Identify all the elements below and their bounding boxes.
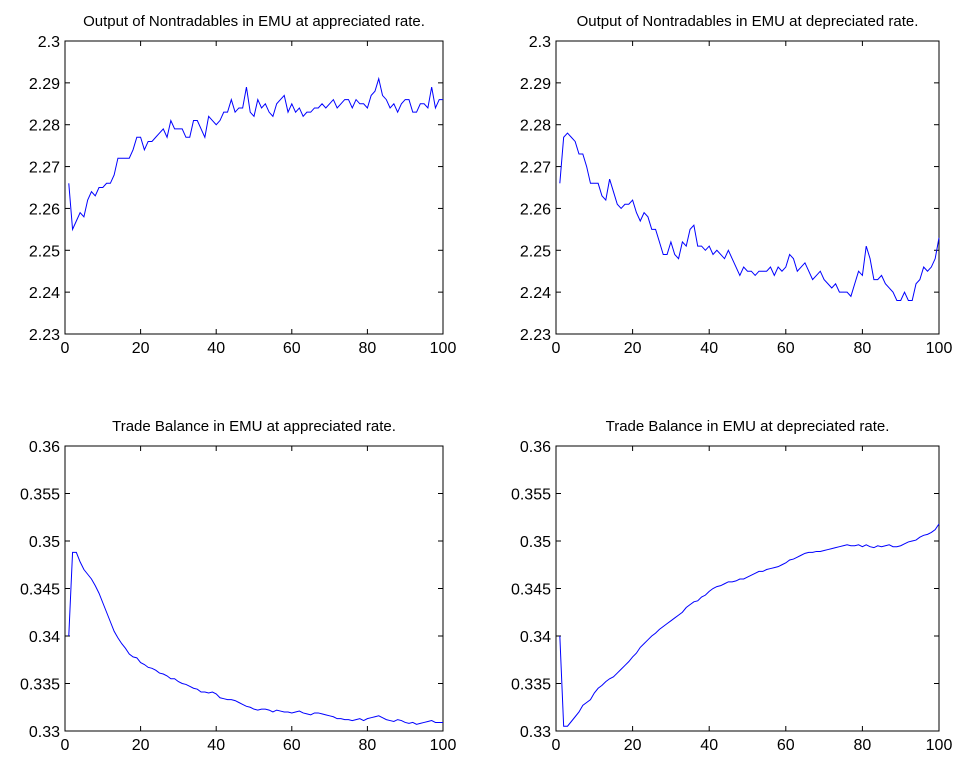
chart-title: Output of Nontradables in EMU at depreci… <box>577 13 919 30</box>
x-tick-label: 20 <box>624 340 642 357</box>
y-tick-label: 0.355 <box>20 487 60 504</box>
y-tick-label: 2.23 <box>29 327 60 344</box>
x-tick-label: 0 <box>552 737 561 754</box>
y-tick-label: 0.36 <box>520 439 551 456</box>
data-line <box>68 551 443 725</box>
y-tick-label: 0.345 <box>20 582 60 599</box>
y-tick-label: 0.33 <box>520 724 551 741</box>
x-tick-label: 40 <box>207 737 225 754</box>
y-tick-label: 0.35 <box>29 534 60 551</box>
y-tick-label: 0.335 <box>511 677 551 694</box>
axes-box <box>555 40 940 335</box>
y-tick-label: 2.29 <box>29 76 60 93</box>
x-tick-label: 80 <box>854 340 872 357</box>
y-tick-label: 0.335 <box>20 677 60 694</box>
data-line <box>68 76 443 232</box>
x-tick-label: 80 <box>359 340 377 357</box>
y-tick-label: 2.29 <box>520 76 551 93</box>
axes-box <box>64 445 444 732</box>
x-tick-label: 80 <box>854 737 872 754</box>
axes-box <box>555 445 940 732</box>
x-tick-label: 20 <box>132 340 150 357</box>
x-tick-label: 40 <box>700 340 718 357</box>
chart-title: Trade Balance in EMU at appreciated rate… <box>112 418 396 435</box>
y-tick-label: 2.28 <box>29 118 60 135</box>
axes-box <box>64 40 444 335</box>
x-tick-label: 40 <box>700 737 718 754</box>
y-tick-label: 2.26 <box>520 201 551 218</box>
y-tick-label: 0.35 <box>520 534 551 551</box>
y-tick-label: 2.27 <box>520 160 551 177</box>
y-tick-label: 0.36 <box>29 439 60 456</box>
y-tick-label: 2.27 <box>29 160 60 177</box>
chart-title: Output of Nontradables in EMU at appreci… <box>83 13 425 30</box>
x-tick-label: 40 <box>207 340 225 357</box>
y-tick-label: 2.3 <box>38 34 60 51</box>
chart-title: Trade Balance in EMU at depreciated rate… <box>606 418 890 435</box>
y-tick-label: 0.33 <box>29 724 60 741</box>
y-tick-label: 2.25 <box>520 243 551 260</box>
data-line <box>559 132 940 302</box>
x-tick-label: 80 <box>359 737 377 754</box>
x-tick-label: 0 <box>552 340 561 357</box>
x-tick-label: 60 <box>283 737 301 754</box>
y-tick-label: 0.34 <box>29 629 60 646</box>
y-tick-label: 2.3 <box>529 34 551 51</box>
x-tick-label: 100 <box>430 340 457 357</box>
y-tick-label: 2.25 <box>29 243 60 260</box>
y-tick-label: 2.23 <box>520 327 551 344</box>
x-tick-label: 100 <box>926 340 953 357</box>
x-tick-label: 60 <box>777 737 795 754</box>
y-tick-label: 2.28 <box>520 118 551 135</box>
y-tick-label: 2.24 <box>29 285 60 302</box>
x-tick-label: 0 <box>61 340 70 357</box>
x-tick-label: 60 <box>283 340 301 357</box>
x-tick-label: 20 <box>624 737 642 754</box>
x-tick-label: 100 <box>926 737 953 754</box>
y-tick-label: 2.24 <box>520 285 551 302</box>
y-tick-label: 0.345 <box>511 582 551 599</box>
y-tick-label: 0.355 <box>511 487 551 504</box>
x-tick-label: 60 <box>777 340 795 357</box>
y-tick-label: 0.34 <box>520 629 551 646</box>
y-tick-label: 2.26 <box>29 201 60 218</box>
x-tick-label: 0 <box>61 737 70 754</box>
x-tick-label: 20 <box>132 737 150 754</box>
data-line <box>559 523 940 727</box>
x-tick-label: 100 <box>430 737 457 754</box>
